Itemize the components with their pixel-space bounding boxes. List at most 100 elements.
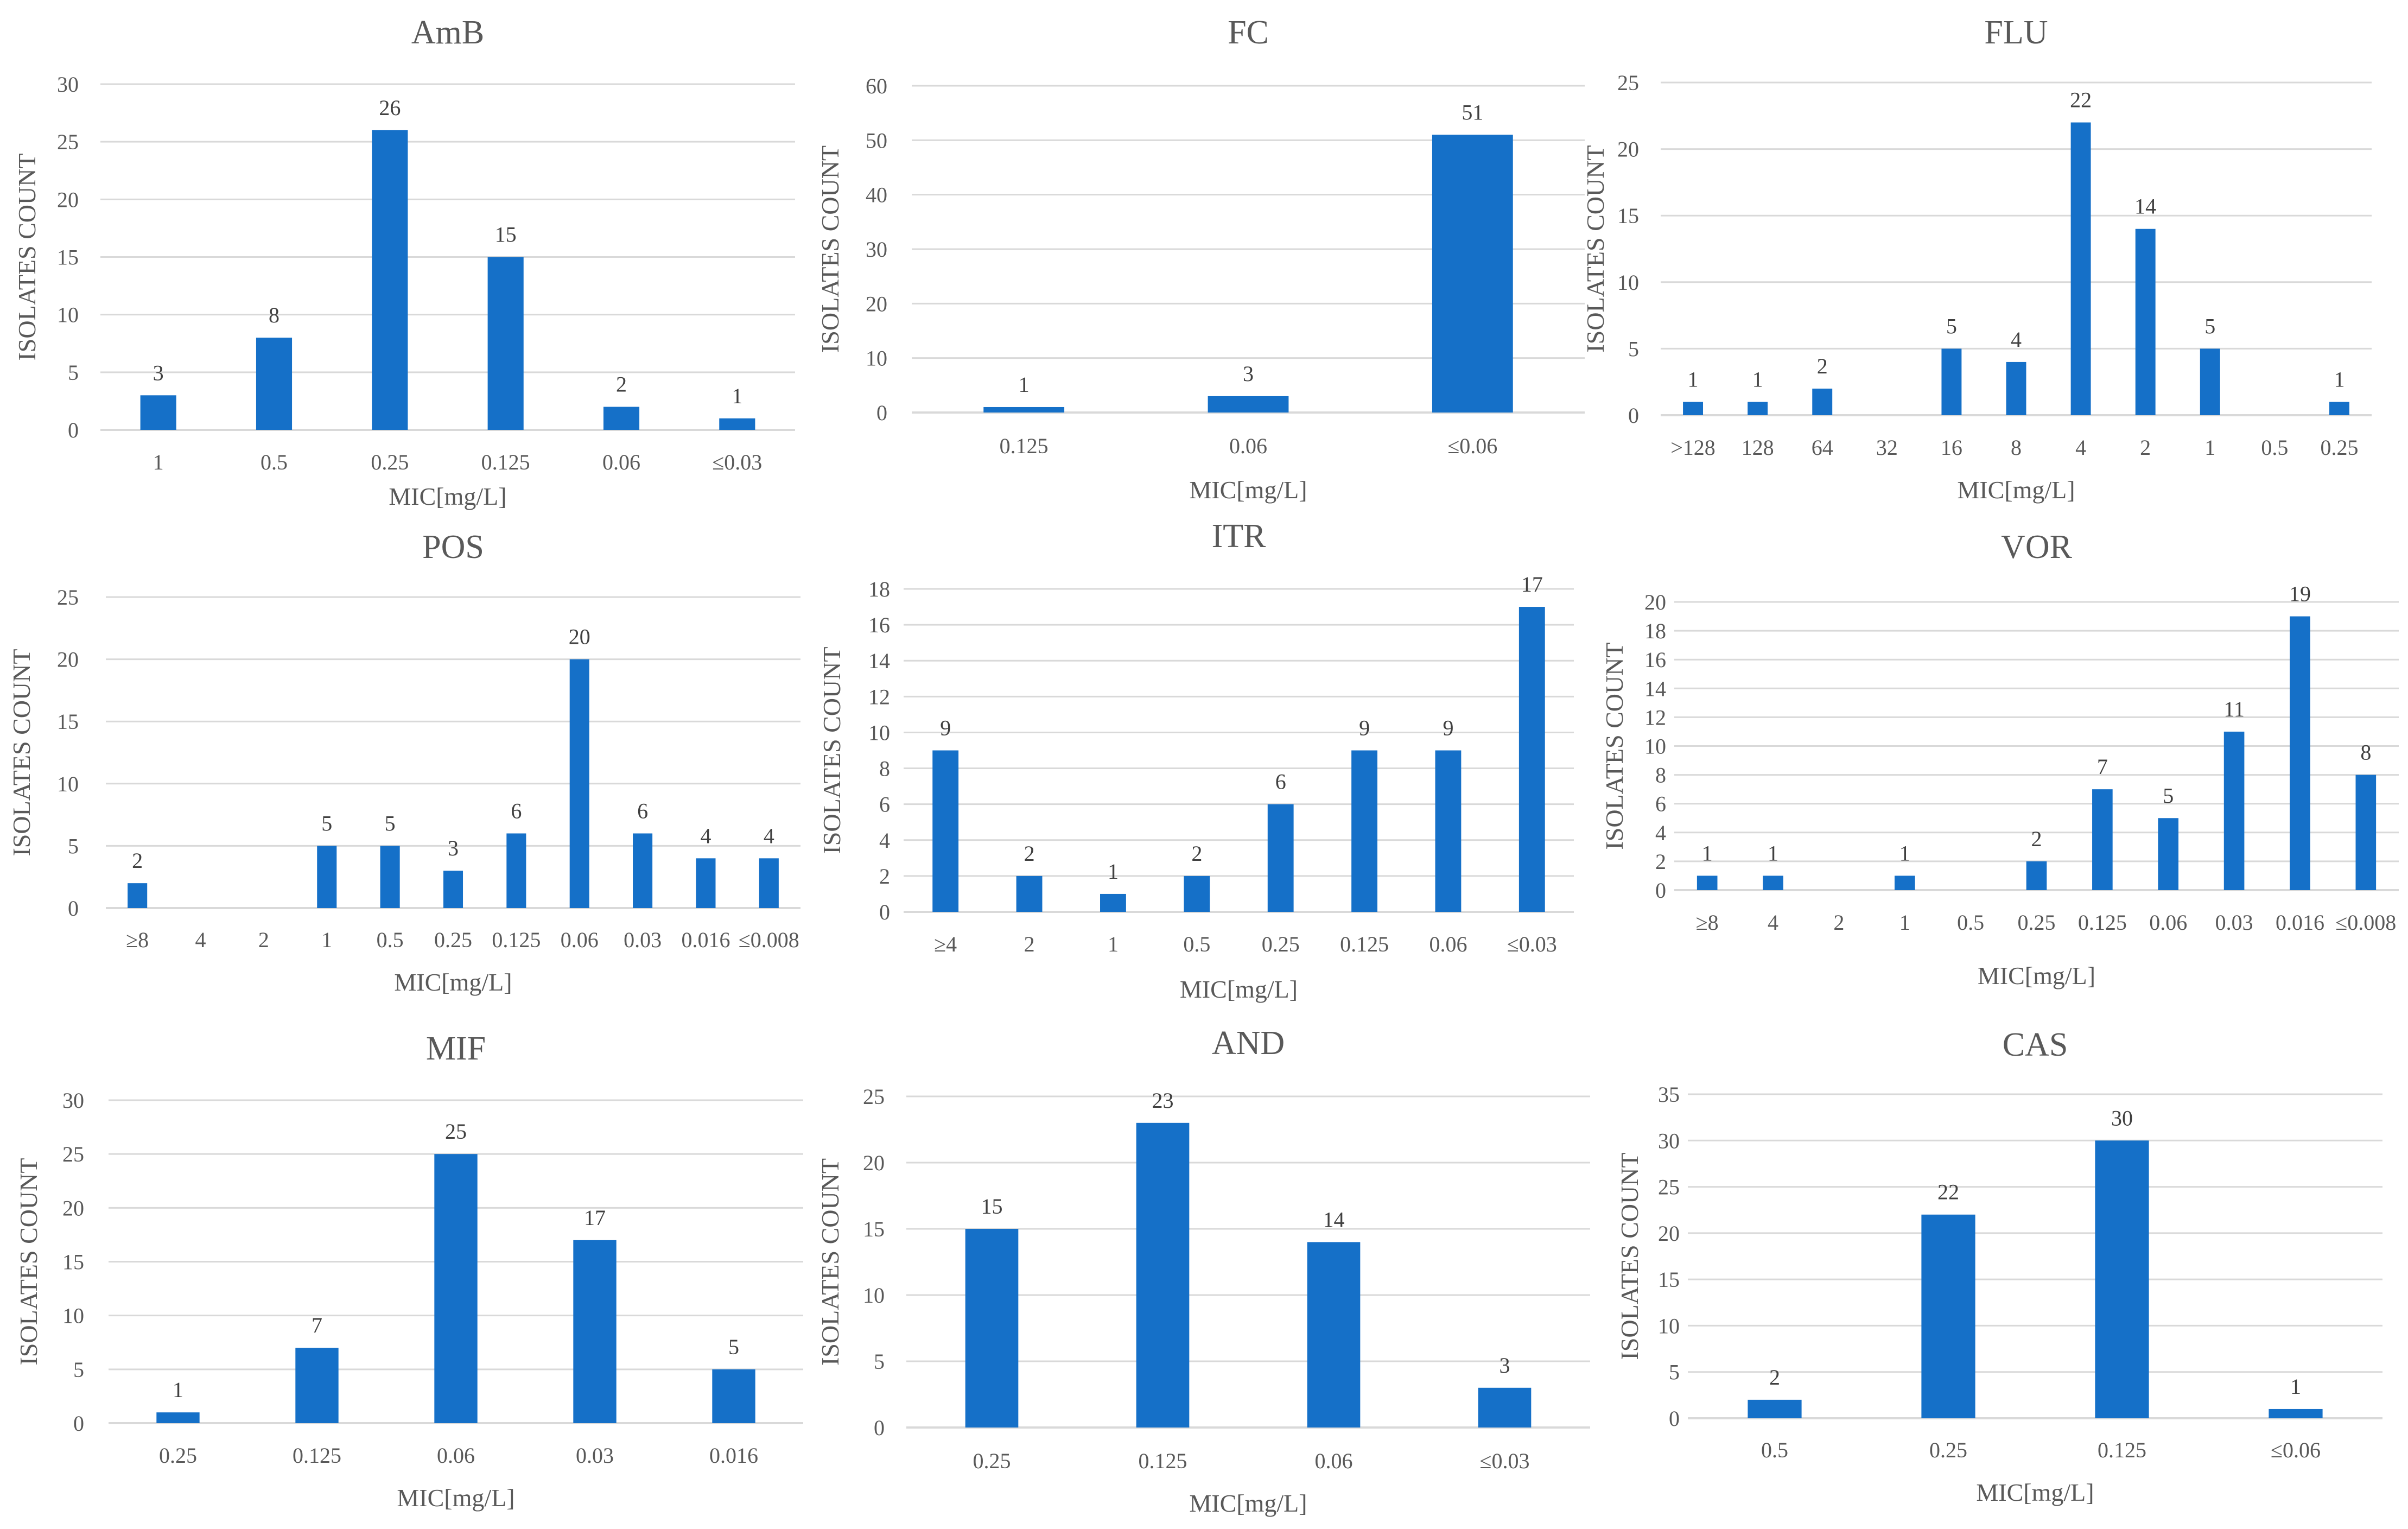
y-tick-label: 25 — [57, 130, 79, 154]
bar — [1478, 1387, 1532, 1428]
bar — [1100, 893, 1126, 912]
x-tick-label: 0.06 — [1229, 434, 1267, 458]
y-tick-label: 25 — [1658, 1175, 1680, 1200]
y-tick-label: 14 — [1644, 676, 1666, 701]
y-tick-label: 10 — [1658, 1314, 1680, 1338]
x-tick-label: 1 — [321, 928, 332, 952]
bar — [380, 846, 400, 908]
data-label: 5 — [2204, 314, 2215, 338]
bar — [128, 883, 148, 908]
x-tick-label: 0.5 — [2261, 435, 2288, 460]
data-label: 4 — [764, 823, 774, 848]
data-label: 20 — [569, 625, 590, 649]
data-label: 1 — [1752, 367, 1763, 391]
y-tick-label: 18 — [868, 577, 890, 601]
x-axis-label: MIC[mg/L] — [1957, 476, 2075, 504]
y-axis-label: ISOLATES COUNT — [13, 153, 41, 360]
data-label: 1 — [1768, 841, 1778, 865]
bar — [317, 846, 337, 908]
bar — [2158, 818, 2179, 890]
data-label: 6 — [1275, 770, 1286, 794]
bar — [759, 858, 779, 908]
data-label: 5 — [321, 811, 332, 835]
x-tick-label: 8 — [2011, 435, 2022, 460]
bar — [573, 1240, 617, 1423]
x-axis-label: MIC[mg/L] — [389, 483, 506, 510]
bar — [295, 1348, 339, 1423]
bar — [2200, 348, 2220, 415]
bar — [965, 1229, 1019, 1428]
data-label: 22 — [1937, 1180, 1959, 1204]
y-tick-label: 0 — [73, 1411, 84, 1436]
y-tick-label: 20 — [1644, 590, 1666, 614]
chart-title: POS — [422, 529, 484, 566]
x-tick-label: 0.125 — [492, 928, 541, 952]
x-tick-label: 0.25 — [1262, 932, 1300, 956]
data-label: 17 — [1521, 572, 1543, 597]
x-tick-label: 0.03 — [2215, 910, 2253, 935]
y-tick-label: 2 — [879, 864, 890, 889]
y-tick-label: 25 — [62, 1142, 84, 1166]
y-tick-label: 15 — [1617, 204, 1639, 228]
y-tick-label: 16 — [868, 613, 890, 637]
y-tick-label: 0 — [879, 900, 890, 924]
y-tick-label: 10 — [868, 720, 890, 745]
x-tick-label: 0.016 — [709, 1443, 758, 1468]
y-tick-label: 10 — [62, 1304, 84, 1328]
bar — [2006, 361, 2026, 415]
y-tick-label: 0 — [1628, 403, 1639, 428]
x-tick-label: 0.06 — [1429, 932, 1467, 956]
x-tick-label: 1 — [2204, 435, 2215, 460]
x-axis-label: MIC[mg/L] — [1189, 476, 1307, 504]
data-label: 9 — [940, 716, 951, 740]
data-label: 5 — [1946, 314, 1957, 338]
y-tick-label: 15 — [863, 1217, 885, 1241]
data-label: 2 — [2031, 827, 2042, 851]
data-label: 17 — [584, 1206, 606, 1230]
bar — [2135, 229, 2156, 415]
y-tick-label: 30 — [57, 72, 79, 97]
x-tick-label: 16 — [1941, 435, 1962, 460]
chart-title: FC — [1228, 14, 1269, 51]
x-tick-label: ≥8 — [126, 928, 149, 952]
y-tick-label: 5 — [68, 360, 79, 385]
y-tick-label: 6 — [879, 792, 890, 817]
data-label: 8 — [269, 303, 279, 327]
chart-title: AND — [1212, 1025, 1285, 1062]
bar — [487, 257, 524, 430]
bar — [696, 858, 716, 908]
data-label: 1 — [173, 1378, 183, 1402]
bar — [2355, 775, 2377, 890]
data-label: 51 — [1462, 100, 1483, 124]
y-axis-label: ISOLATES COUNT — [816, 145, 844, 353]
y-axis-label: ISOLATES COUNT — [15, 1158, 42, 1365]
bar — [1763, 875, 1783, 890]
data-label: 8 — [2360, 740, 2371, 765]
x-tick-label: 0.5 — [261, 450, 288, 474]
data-label: 1 — [732, 384, 742, 408]
bar — [719, 418, 755, 430]
bar — [569, 659, 589, 908]
data-label: 15 — [981, 1194, 1003, 1219]
x-tick-label: 2 — [1833, 910, 1844, 935]
bar — [1748, 402, 1768, 415]
x-tick-label: 0.25 — [2018, 910, 2056, 935]
y-axis-label: ISOLATES COUNT — [818, 646, 846, 854]
y-tick-label: 12 — [868, 684, 890, 709]
y-tick-label: 20 — [1658, 1221, 1680, 1246]
y-tick-label: 0 — [876, 401, 887, 425]
data-label: 7 — [312, 1313, 322, 1337]
data-label: 1 — [1899, 841, 1910, 865]
x-tick-label: ≤0.06 — [2271, 1438, 2321, 1462]
y-tick-label: 15 — [1658, 1267, 1680, 1292]
y-tick-label: 5 — [68, 834, 79, 858]
y-axis-label: ISOLATES COUNT — [1581, 145, 1609, 352]
data-label: 2 — [1769, 1365, 1780, 1390]
x-tick-label: ≤0.008 — [739, 928, 799, 952]
data-label: 1 — [1019, 372, 1030, 397]
x-tick-label: 0.06 — [602, 450, 640, 474]
x-tick-label: 0.25 — [159, 1443, 197, 1468]
chart-title: CAS — [2003, 1026, 2068, 1063]
bar — [633, 833, 653, 908]
x-tick-label: 0.06 — [2149, 910, 2187, 935]
